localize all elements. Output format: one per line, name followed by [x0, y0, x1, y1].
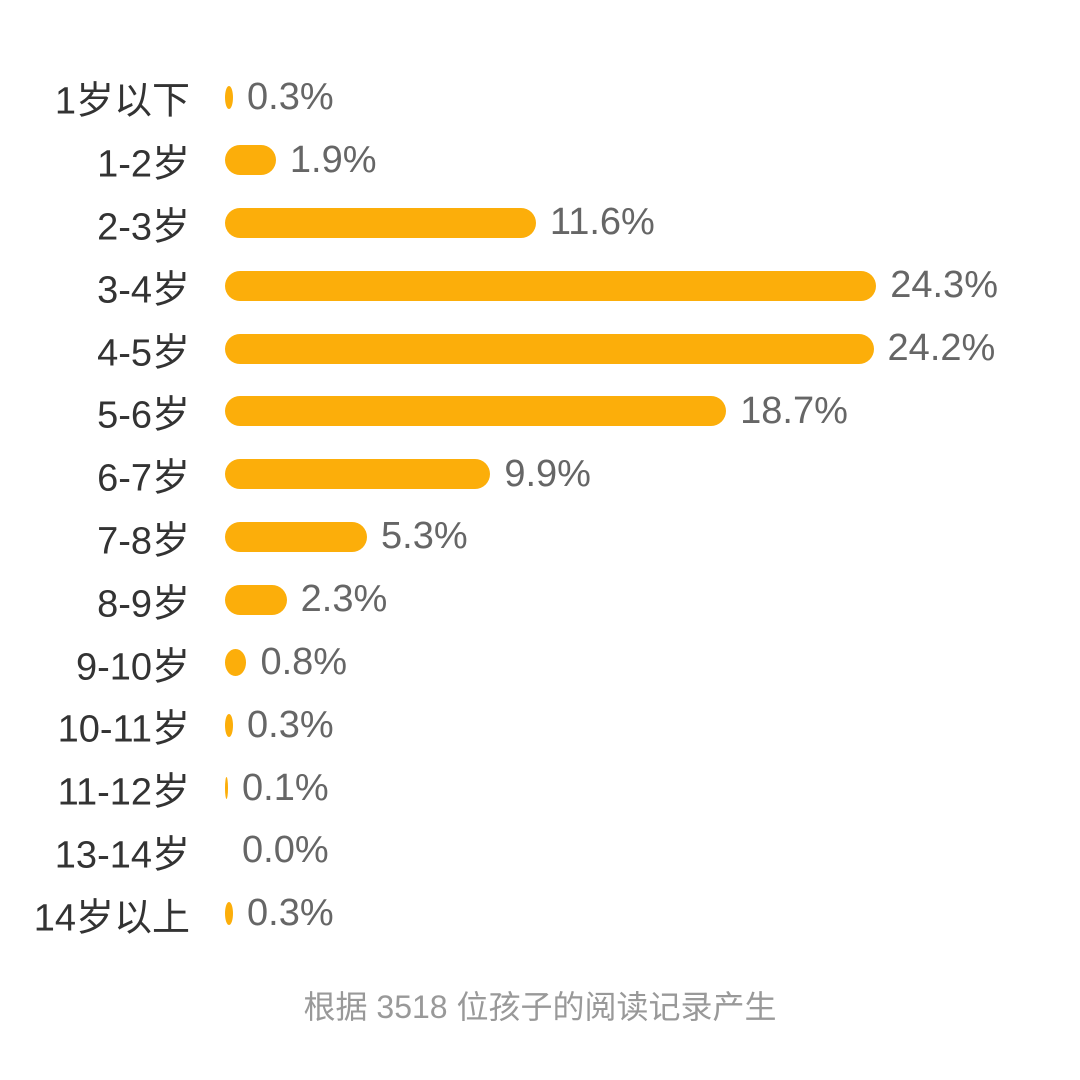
value-label: 5.3%	[381, 515, 468, 558]
bar	[225, 459, 491, 490]
chart-row: 2-3岁 11.6%	[0, 192, 1080, 255]
value-label: 0.8%	[260, 641, 348, 684]
bar	[225, 85, 234, 110]
chart-row: 6-7岁 9.9%	[0, 443, 1080, 506]
value-label: 24.2%	[887, 327, 996, 370]
chart-row: 9-10岁 0.8%	[0, 631, 1080, 694]
chart-row: 4-5岁 24.2%	[0, 317, 1080, 380]
value-label: 0.0%	[242, 829, 329, 872]
category-label: 1-2岁	[97, 143, 190, 186]
category-label: 13-14岁	[54, 834, 190, 877]
value-label: 0.3%	[247, 892, 334, 935]
chart-row: 5-6岁 18.7%	[0, 380, 1080, 443]
bar-group: 0.1%	[225, 767, 329, 809]
chart-row: 10-11岁 0.3%	[0, 694, 1080, 757]
value-label: 9.9%	[504, 452, 591, 495]
bar-group: 11.6%	[225, 201, 655, 243]
value-label: 2.3%	[300, 578, 388, 621]
bar-group: 2.3%	[225, 578, 387, 620]
value-label: 0.1%	[242, 766, 329, 809]
bar-group: 9.9%	[225, 453, 591, 495]
category-label: 6-7岁	[97, 457, 190, 500]
bar	[225, 648, 247, 677]
category-label: 5-6岁	[97, 394, 190, 437]
bar	[225, 145, 276, 176]
bar-group: 5.3%	[225, 515, 468, 557]
category-label: 1岁以下	[54, 80, 190, 123]
value-label: 0.3%	[247, 703, 334, 746]
value-label: 24.3%	[890, 264, 998, 307]
bar-group: 0.3%	[225, 704, 334, 746]
bar-group: 18.7%	[225, 390, 848, 432]
chart-row: 14岁以上 0.3%	[0, 882, 1080, 945]
chart-row: 3-4岁 24.3%	[0, 254, 1080, 317]
chart-row: 1-2岁 1.9%	[0, 129, 1080, 192]
category-label: 8-9岁	[97, 583, 190, 626]
value-label: 1.9%	[289, 138, 377, 181]
bar-group: 1.9%	[225, 139, 377, 181]
bar	[225, 333, 874, 364]
category-label: 4-5岁	[97, 332, 190, 375]
category-label: 2-3岁	[97, 206, 190, 249]
chart-row: 1岁以下 0.3%	[0, 66, 1080, 129]
bar	[225, 777, 228, 800]
bar	[225, 396, 727, 427]
category-label: 14岁以上	[33, 897, 190, 940]
value-label: 11.6%	[549, 201, 655, 244]
chart-row: 11-12岁 0.1%	[0, 757, 1080, 820]
chart-row: 7-8岁 5.3%	[0, 506, 1080, 569]
bar-group: 0.3%	[225, 76, 334, 118]
age-distribution-chart: 1岁以下 0.3% 1-2岁 1.9% 2-3岁 11.6% 3-4岁 24.3% 4-5岁 24…	[0, 66, 1080, 945]
bar	[225, 902, 234, 926]
bar-group: 0.3%	[225, 892, 334, 934]
chart-row: 8-9岁 2.3%	[0, 568, 1080, 631]
bar-group: 0.8%	[225, 641, 347, 683]
bar	[225, 521, 368, 552]
bar	[225, 713, 234, 738]
category-label: 10-11岁	[57, 708, 190, 751]
category-label: 9-10岁	[75, 646, 190, 689]
bar-group: 24.3%	[225, 264, 998, 306]
value-label: 0.3%	[247, 75, 334, 118]
value-label: 18.7%	[740, 389, 848, 432]
chart-row: 13-14岁 0.0%	[0, 820, 1080, 883]
chart-footnote: 根据 3518 位孩子的阅读记录产生	[303, 989, 777, 1025]
category-label: 3-4岁	[97, 269, 190, 312]
bar	[225, 207, 536, 238]
bar	[225, 584, 287, 615]
bar-group: 24.2%	[225, 327, 995, 369]
bar	[225, 270, 877, 301]
category-label: 7-8岁	[97, 520, 190, 563]
category-label: 11-12岁	[57, 771, 190, 814]
bar-group: 0.0%	[225, 829, 329, 871]
